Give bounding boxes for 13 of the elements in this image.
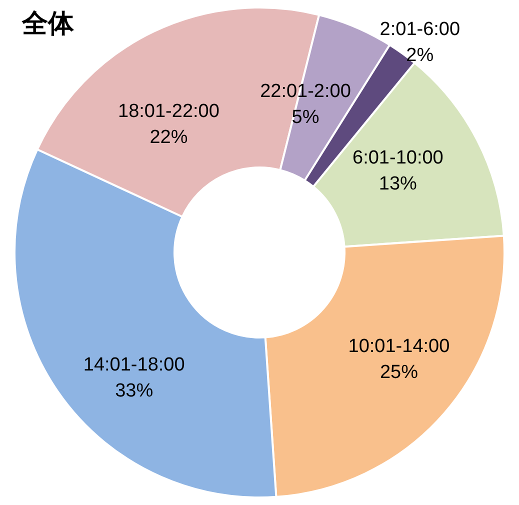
data-label: 33% <box>115 380 154 402</box>
data-label: 2% <box>406 45 434 66</box>
slice-label: 18:01-22:00 <box>118 101 220 122</box>
slice-label: 14:01-18:00 <box>83 354 185 376</box>
data-label: 13% <box>378 173 418 194</box>
slice-label: 6:01-10:00 <box>352 147 444 168</box>
slice-label: 10:01-14:00 <box>348 336 450 358</box>
data-label: 5% <box>292 106 320 128</box>
chart-title: 全体 <box>21 9 75 39</box>
data-label: 22% <box>150 127 188 148</box>
slice-label: 2:01-6:00 <box>380 19 460 40</box>
slice-label: 22:01-2:00 <box>260 80 351 102</box>
data-label: 25% <box>380 362 418 384</box>
